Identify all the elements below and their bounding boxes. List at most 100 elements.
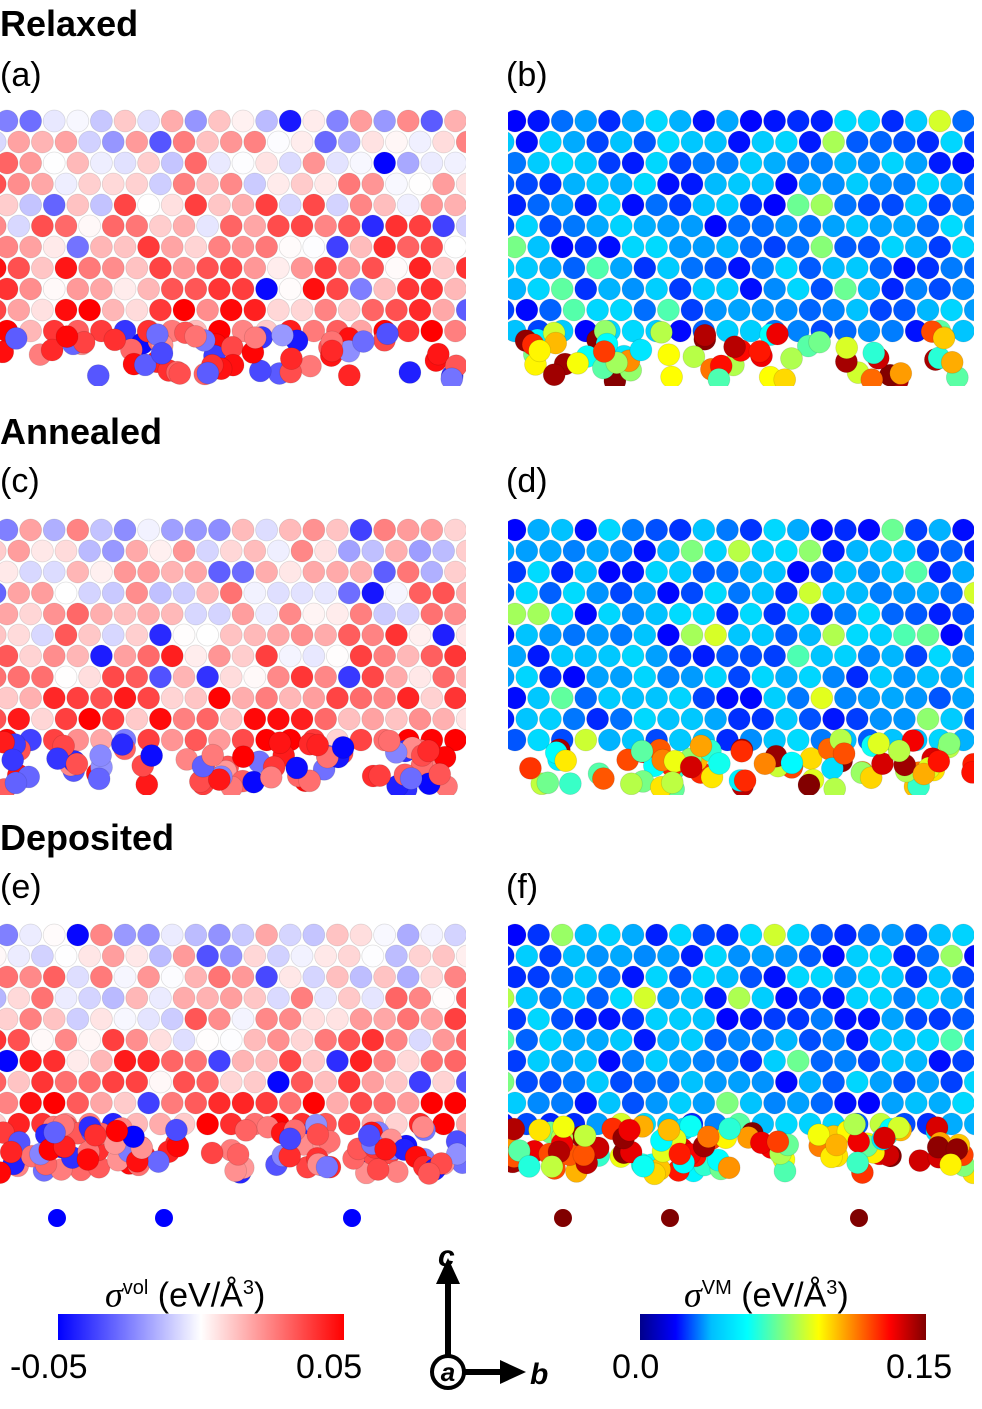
atom	[278, 686, 302, 710]
atom	[432, 944, 456, 968]
atom	[148, 298, 172, 322]
atom	[160, 1007, 184, 1031]
atom	[904, 644, 928, 668]
atom	[810, 1091, 834, 1115]
atom	[869, 707, 893, 731]
atom	[337, 707, 361, 731]
atom	[255, 277, 279, 301]
atom	[508, 965, 527, 989]
atom	[808, 330, 832, 354]
atom	[444, 1049, 466, 1073]
atom	[314, 986, 338, 1010]
atom	[940, 350, 964, 374]
atom	[278, 965, 302, 989]
atom	[904, 923, 928, 947]
atom	[196, 214, 220, 238]
atom	[19, 151, 43, 175]
atom	[374, 1137, 398, 1161]
atom	[207, 1007, 231, 1031]
atom	[349, 644, 373, 668]
atom	[325, 277, 349, 301]
atom	[54, 172, 78, 196]
atom	[255, 644, 279, 668]
atom	[833, 235, 857, 259]
atom	[0, 109, 19, 133]
atom	[184, 1007, 208, 1031]
atom	[31, 665, 54, 689]
atom	[704, 214, 728, 238]
atom	[786, 602, 810, 626]
atom	[133, 353, 157, 377]
atom	[31, 1028, 54, 1052]
atom	[857, 193, 881, 217]
atom	[160, 923, 184, 947]
atom	[916, 1028, 940, 1052]
atom	[290, 256, 314, 280]
atom	[508, 277, 527, 301]
atom	[325, 1007, 349, 1031]
atom	[290, 172, 314, 196]
atom	[904, 602, 928, 626]
atom	[361, 707, 385, 731]
atom-panel-a	[0, 106, 466, 386]
atom	[952, 518, 974, 542]
atom	[892, 944, 916, 968]
atom	[137, 518, 161, 542]
atom	[508, 1139, 531, 1162]
atom	[963, 1112, 974, 1136]
atom	[337, 944, 361, 968]
atom-panel-f	[508, 920, 974, 1240]
atom	[739, 193, 763, 217]
atom	[384, 214, 408, 238]
atom	[786, 109, 810, 133]
atom	[101, 130, 125, 154]
atom	[645, 644, 669, 668]
atom	[90, 277, 113, 301]
atom	[727, 214, 751, 238]
atom	[751, 707, 775, 731]
atom	[349, 235, 373, 259]
atom	[739, 235, 763, 259]
atom	[881, 193, 905, 217]
atom	[704, 298, 728, 322]
atom	[881, 602, 905, 626]
atom	[739, 1091, 763, 1115]
atom	[219, 986, 243, 1010]
atom	[798, 130, 822, 154]
atom	[66, 1007, 90, 1031]
atom	[715, 235, 739, 259]
atom	[798, 623, 822, 647]
atom	[78, 214, 101, 238]
atom	[55, 325, 79, 349]
atom	[373, 560, 397, 584]
atom	[515, 298, 539, 322]
atom	[692, 602, 716, 626]
section-title-deposited: Deposited	[0, 817, 175, 858]
colorbar-vol-min: -0.05	[10, 1348, 88, 1386]
atom	[231, 1049, 255, 1073]
atom	[798, 944, 822, 968]
atom	[255, 686, 279, 710]
atom	[833, 193, 857, 217]
atom	[148, 539, 172, 563]
atom	[668, 1091, 692, 1115]
atom	[797, 773, 821, 795]
atom	[78, 581, 101, 605]
atom	[527, 644, 551, 668]
colorbar-vol-title: σvol (eV/Å3)	[105, 1274, 266, 1315]
atom	[444, 277, 466, 301]
atom	[0, 1140, 23, 1164]
atom	[680, 665, 704, 689]
atom	[40, 338, 64, 362]
atom	[243, 172, 267, 196]
atom	[172, 298, 196, 322]
atom	[916, 1070, 940, 1094]
axis-a-label: a	[441, 1357, 455, 1387]
atom	[137, 151, 161, 175]
atom	[963, 1070, 974, 1094]
atom	[373, 277, 397, 301]
atom	[633, 214, 657, 238]
atom	[508, 923, 527, 947]
atom	[396, 560, 420, 584]
atom	[231, 965, 255, 989]
